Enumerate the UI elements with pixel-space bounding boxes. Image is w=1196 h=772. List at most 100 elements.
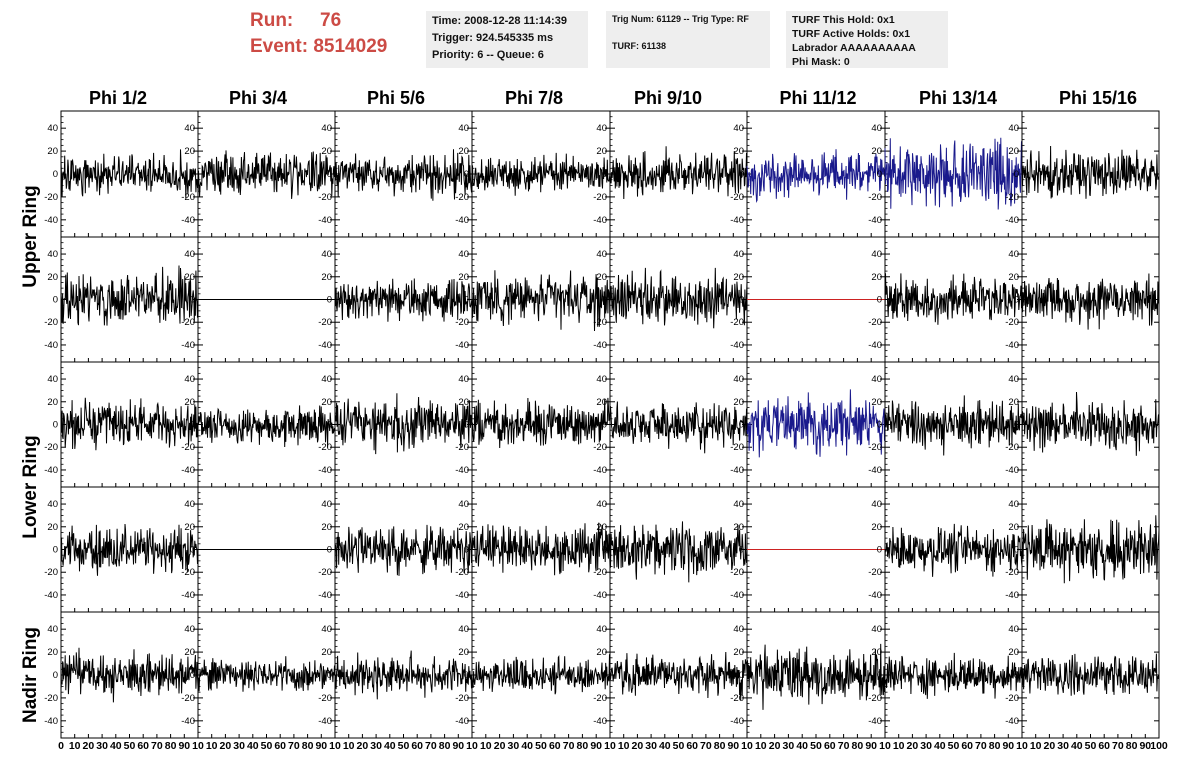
x-tick-label: 40	[934, 740, 946, 752]
x-tick-label: 80	[439, 740, 451, 752]
y-tick-label: -20	[455, 317, 469, 328]
y-tick-label: 40	[184, 123, 195, 134]
y-tick-label: 40	[1008, 249, 1019, 260]
y-tick-label: 0	[464, 670, 469, 681]
column-title-2: Phi 3/4	[229, 88, 287, 108]
panel-r3-c3: 40 20 0 -20 -40	[318, 361, 473, 488]
y-tick-label: 20	[1008, 647, 1019, 658]
y-tick-label: -40	[181, 590, 195, 601]
column-title-7: Phi 13/14	[919, 88, 997, 108]
waveform-r1-c8	[1021, 145, 1160, 199]
panel-r2-c4: 40 20 0 -20 -40	[455, 236, 611, 363]
y-tick-label: 40	[596, 374, 607, 385]
y-tick-label: -40	[44, 465, 58, 476]
y-tick-label: -40	[318, 340, 332, 351]
y-tick-label: 0	[877, 169, 882, 180]
y-tick-label: 40	[733, 123, 744, 134]
y-tick-label: 20	[733, 647, 744, 658]
waveform-r1-c3	[334, 149, 473, 201]
x-tick-label: 40	[110, 740, 122, 752]
y-tick-label: -40	[730, 215, 744, 226]
y-tick-label: -40	[455, 716, 469, 727]
column-title-1: Phi 1/2	[89, 88, 147, 108]
waveform-r5-c4	[471, 654, 611, 695]
trigger-text: Trigger: 924.545335 ms	[432, 32, 554, 44]
y-tick-label: -20	[181, 693, 195, 704]
x-tick-label: 30	[1057, 740, 1069, 752]
y-tick-label: 40	[184, 374, 195, 385]
x-tick-label: 10	[893, 740, 905, 752]
x-tick-label: 70	[700, 740, 712, 752]
run-row: Run: 76	[250, 8, 420, 34]
y-tick-label: 20	[458, 522, 469, 533]
x-tick-label: 40	[1071, 740, 1083, 752]
waveform-r4-c5	[609, 521, 748, 583]
y-tick-label: -20	[1005, 567, 1019, 578]
y-tick-label: 20	[321, 522, 332, 533]
waveform-r1-c6	[746, 149, 886, 203]
y-tick-label: 20	[871, 647, 882, 658]
y-tick-label: -40	[181, 465, 195, 476]
y-tick-label: 0	[1014, 420, 1019, 431]
turf-this-hold-text: TURF This Hold: 0x1	[792, 14, 895, 26]
y-tick-label: -20	[455, 442, 469, 453]
panel-r4-c4: 40 20 0 -20 -40	[455, 486, 611, 613]
y-tick-label: 0	[464, 420, 469, 431]
x-tick-label: 60	[1098, 740, 1110, 752]
panel-r4-c8: 40 20 0 -20 -40	[1005, 486, 1160, 613]
y-tick-label: 40	[47, 624, 58, 635]
y-tick-label: 0	[1014, 169, 1019, 180]
phi-mask-text: Phi Mask: 0	[792, 56, 850, 68]
x-tick-label: 70	[1112, 740, 1124, 752]
y-tick-label: -40	[318, 215, 332, 226]
panel-r1-c6: 40 20 0 -20 -40	[730, 110, 886, 238]
y-tick-label: -20	[318, 192, 332, 203]
y-tick-label: -20	[44, 693, 58, 704]
x-tick-label: 30	[96, 740, 108, 752]
row-label-2: Lower Ring	[20, 435, 41, 538]
x-tick-label: 50	[124, 740, 136, 752]
x-tick-label: 60	[961, 740, 973, 752]
waveform-r4-c8	[1021, 515, 1160, 584]
panel-r4-c1: 40 20 0 -20 -40	[44, 486, 199, 613]
y-tick-label: -40	[455, 215, 469, 226]
panel-r2-c5: 40 20 0 -20 -40	[593, 236, 748, 363]
run-event-block: Run: 76 Event: 8514029	[250, 8, 420, 60]
x-tick-label: 70	[288, 740, 300, 752]
waveform-r4-c3	[334, 524, 473, 576]
panel-r4-c2: 40 20 0 -20 -40	[181, 486, 336, 613]
x-tick-label: 30	[508, 740, 520, 752]
y-tick-label: -20	[730, 693, 744, 704]
x-tick-label: 80	[1126, 740, 1138, 752]
y-tick-label: 40	[458, 499, 469, 510]
waveform-r2-c8	[1021, 273, 1160, 330]
y-tick-label: -40	[730, 716, 744, 727]
panel-r3-c7: 40 20 0 -20 -40	[868, 361, 1023, 488]
panel-r3-c6: 40 20 0 -20 -40	[730, 361, 886, 488]
x-tick-label: 20	[632, 740, 644, 752]
y-tick-label: 0	[877, 420, 882, 431]
waveform-r3-c6	[746, 389, 886, 458]
x-tick-label: 10	[618, 740, 630, 752]
y-tick-label: -20	[1005, 317, 1019, 328]
x-tick-label: 40	[796, 740, 808, 752]
y-tick-label: -20	[730, 442, 744, 453]
x-tick-label: 20	[1044, 740, 1056, 752]
y-tick-label: 20	[47, 647, 58, 658]
y-tick-label: 0	[602, 670, 607, 681]
x-tick-label: 10	[1016, 740, 1028, 752]
y-tick-label: 20	[184, 272, 195, 283]
y-tick-label: -20	[730, 567, 744, 578]
panel-r1-c4: 40 20 0 -20 -40	[455, 110, 611, 238]
waveform-r2-c1	[60, 265, 199, 326]
x-tick-label: 40	[521, 740, 533, 752]
x-tick-label: 10	[1030, 740, 1042, 752]
y-tick-label: -20	[730, 192, 744, 203]
y-tick-label: 40	[458, 249, 469, 260]
panel-r4-c5: 40 20 0 -20 -40	[593, 486, 748, 613]
y-tick-label: 40	[596, 624, 607, 635]
y-tick-label: 40	[871, 249, 882, 260]
